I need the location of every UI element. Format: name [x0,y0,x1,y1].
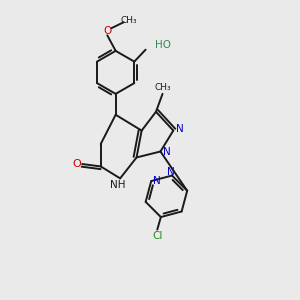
Text: CH₃: CH₃ [154,83,171,92]
Text: NH: NH [110,180,125,190]
Text: N: N [176,124,184,134]
Text: Cl: Cl [152,232,163,242]
Text: N: N [167,167,174,177]
Text: N: N [163,147,171,157]
Text: N: N [153,176,160,186]
Text: HO: HO [154,40,171,50]
Text: O: O [103,26,111,36]
Text: O: O [73,159,81,169]
Text: CH₃: CH₃ [121,16,137,25]
